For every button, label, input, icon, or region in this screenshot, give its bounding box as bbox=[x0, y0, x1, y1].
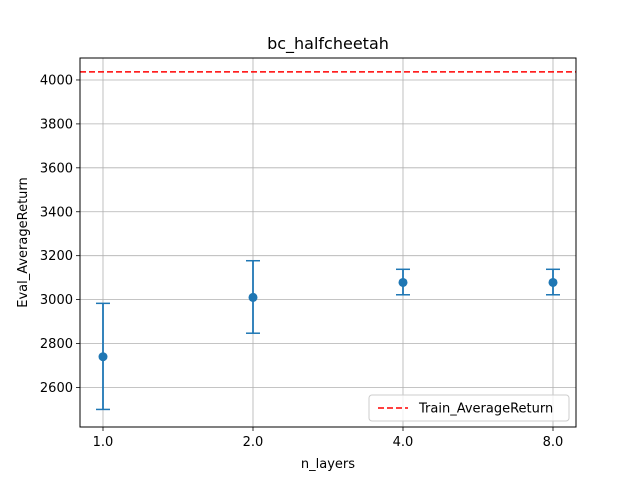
axis-ticks: 1.0 2.0 4.0 8.0 2600 2800 3000 3200 3400 3600 3800… bbox=[40, 73, 563, 450]
grid bbox=[80, 58, 576, 427]
data-point bbox=[248, 292, 258, 302]
x-tick-label: 1.0 bbox=[93, 435, 114, 450]
y-axis-label: Eval_AverageReturn bbox=[16, 177, 31, 308]
y-tick-label: 2800 bbox=[40, 337, 73, 352]
y-tick-label: 3000 bbox=[40, 293, 73, 308]
y-tick-label: 4000 bbox=[40, 73, 73, 88]
y-tick-label: 2600 bbox=[40, 381, 73, 396]
legend-box bbox=[368, 394, 570, 422]
data-point bbox=[398, 277, 408, 287]
legend-label: Train_AverageReturn bbox=[418, 402, 553, 417]
legend: Train_AverageReturn bbox=[368, 394, 570, 422]
x-axis-label: n_layers bbox=[301, 457, 355, 472]
y-tick-label: 3200 bbox=[40, 249, 73, 264]
data-point bbox=[98, 352, 108, 362]
data-marks bbox=[96, 259, 560, 411]
y-tick-label: 3800 bbox=[40, 117, 73, 132]
chart-title: bc_halfcheetah bbox=[267, 34, 389, 54]
x-tick-label: 2.0 bbox=[243, 435, 264, 450]
data-point bbox=[548, 277, 558, 287]
y-tick-label: 3400 bbox=[40, 205, 73, 220]
plot-frame bbox=[79, 57, 577, 428]
x-tick-label: 8.0 bbox=[543, 435, 564, 450]
y-tick-label: 3600 bbox=[40, 161, 73, 176]
x-tick-label: 4.0 bbox=[393, 435, 414, 450]
